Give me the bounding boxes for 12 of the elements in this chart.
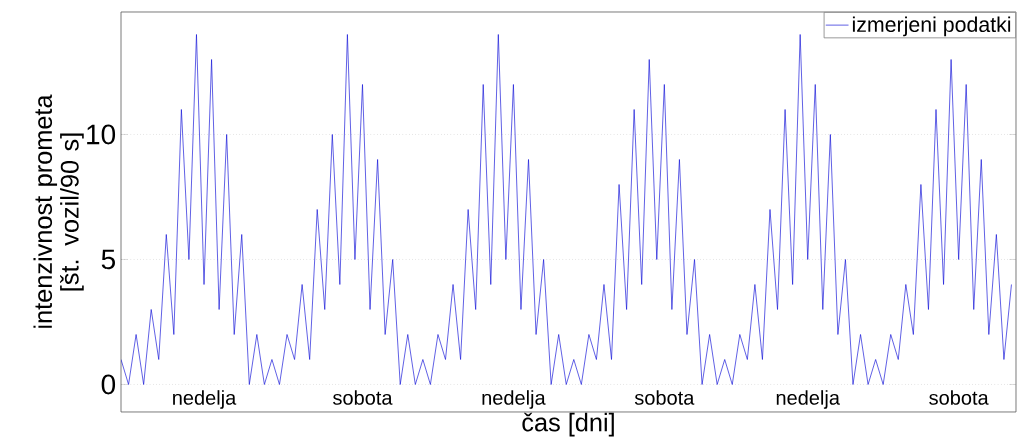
x-tick-label: sobota: [333, 390, 393, 405]
x-tick-label: nedelja: [482, 390, 546, 409]
x-axis-title: čas [dni]: [522, 412, 614, 437]
legend-label: izmerjeni podatki: [852, 16, 1011, 37]
y-axis-title: intenzivnost prometa [št. vozil/90 s]: [33, 94, 84, 328]
x-tick-label: sobota: [634, 390, 695, 405]
y-tick-label: 10: [87, 124, 116, 145]
y-tick-label: 0: [101, 374, 116, 395]
x-tick-label: nedelja: [776, 390, 840, 409]
x-tick-label: sobota: [929, 390, 989, 405]
x-tick-label: nedelja: [173, 390, 237, 409]
y-tick-label: 5: [101, 249, 115, 270]
